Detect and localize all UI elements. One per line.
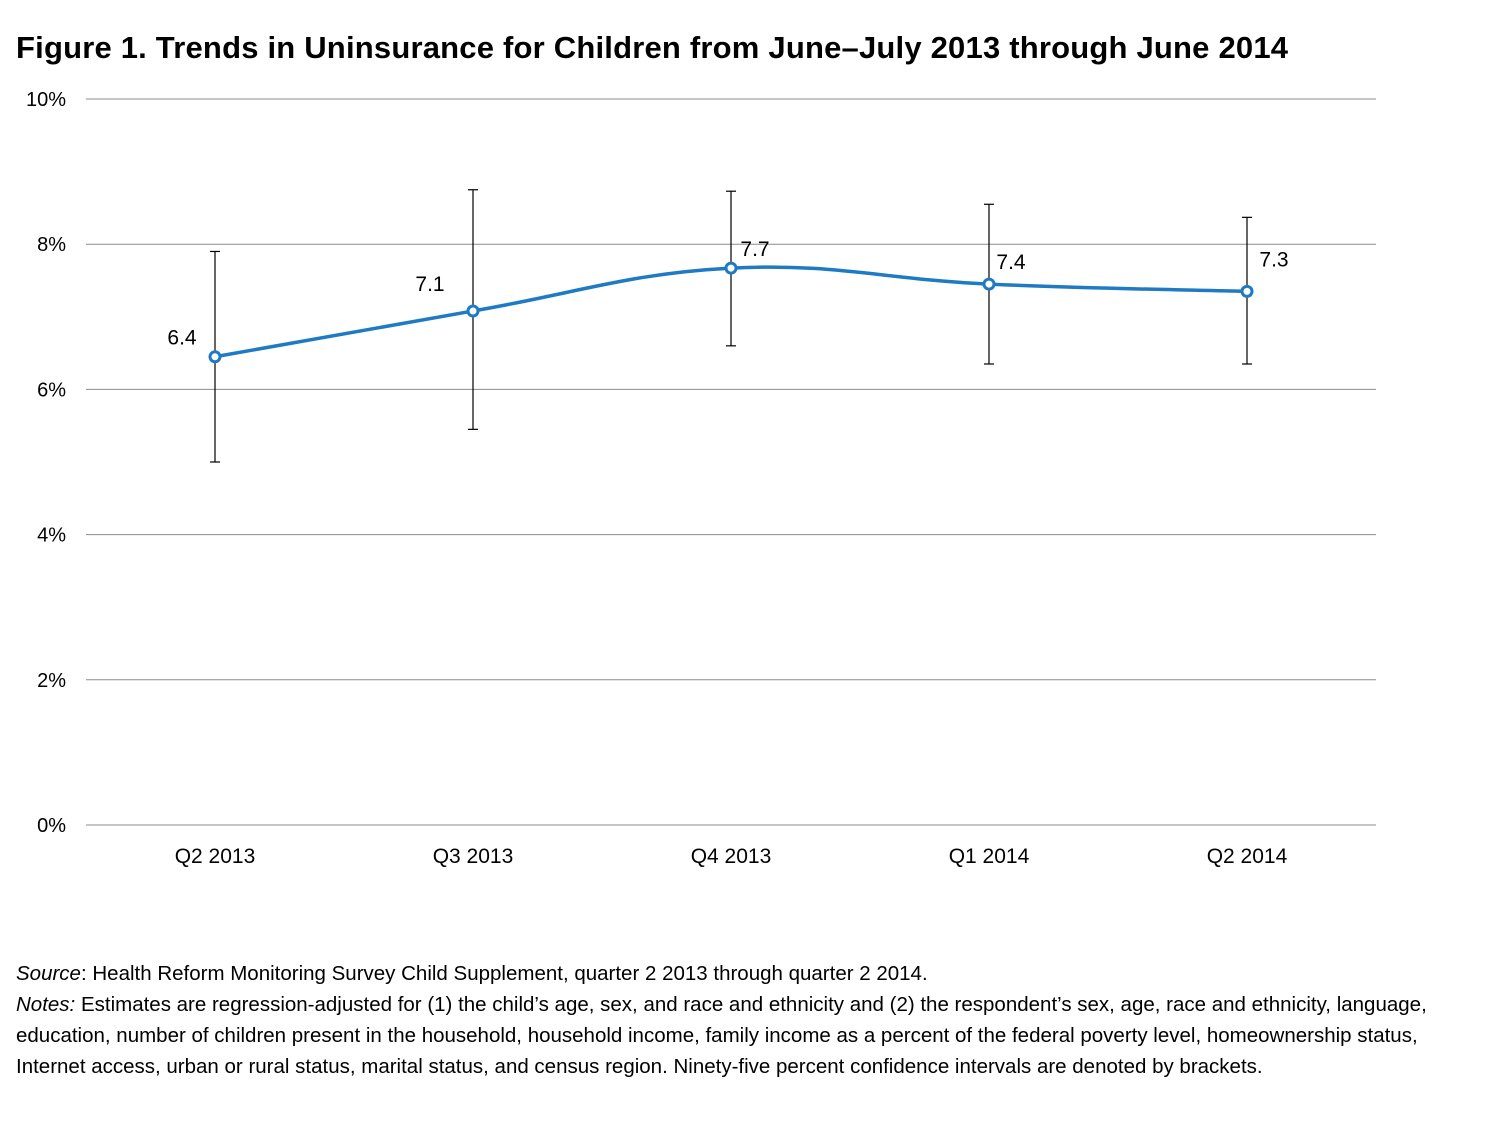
y-tick-label: 8% — [37, 234, 66, 256]
chart-notes: Source: Health Reform Monitoring Survey … — [16, 958, 1486, 1082]
data-label: 6.4 — [167, 327, 197, 350]
y-tick-label: 6% — [37, 379, 66, 401]
data-point — [208, 350, 222, 364]
data-label: 7.3 — [1259, 248, 1288, 271]
x-tick-label: Q4 2013 — [691, 845, 772, 868]
y-tick-label: 0% — [37, 815, 66, 837]
gridlines — [86, 98, 1376, 826]
x-tick-label: Q2 2014 — [1207, 845, 1288, 868]
data-label: 7.7 — [740, 238, 769, 261]
source-label: Source — [16, 962, 81, 985]
x-tick-label: Q2 2013 — [175, 845, 256, 868]
data-point — [982, 277, 996, 291]
y-tick-label: 2% — [37, 670, 66, 692]
data-labels: 6.4 7.1 7.7 7.4 7.3 — [167, 238, 1288, 350]
source-note: Source: Health Reform Monitoring Survey … — [16, 958, 1486, 989]
data-points — [208, 261, 1254, 364]
notes-label: Notes: — [16, 993, 76, 1016]
y-axis-tick-labels: 0% 2% 4% 6% 8% 10% — [26, 89, 66, 837]
data-point — [466, 304, 480, 318]
data-label: 7.4 — [996, 251, 1026, 274]
y-tick-label: 4% — [37, 525, 66, 547]
chart-title: Figure 1. Trends in Uninsurance for Chil… — [16, 30, 1289, 65]
y-tick-label: 10% — [26, 89, 66, 111]
data-point — [1240, 284, 1254, 298]
line-chart: 0% 2% 4% 6% 8% 10% Q2 2013 Q3 2013 Q4 2013 Q1 20… — [26, 89, 1376, 868]
confidence-interval-bars — [210, 189, 1252, 463]
source-text: : Health Reform Monitoring Survey Child … — [80, 962, 928, 985]
x-axis-tick-labels: Q2 2013 Q3 2013 Q4 2013 Q1 2014 Q2 2014 — [175, 845, 1288, 868]
x-tick-label: Q1 2014 — [949, 845, 1030, 868]
x-tick-label: Q3 2013 — [433, 845, 514, 868]
notes-note: Notes: Estimates are regression-adjusted… — [16, 989, 1486, 1082]
data-point — [724, 261, 738, 275]
notes-text: Estimates are regression-adjusted for (1… — [16, 993, 1427, 1078]
data-label: 7.1 — [415, 273, 444, 296]
